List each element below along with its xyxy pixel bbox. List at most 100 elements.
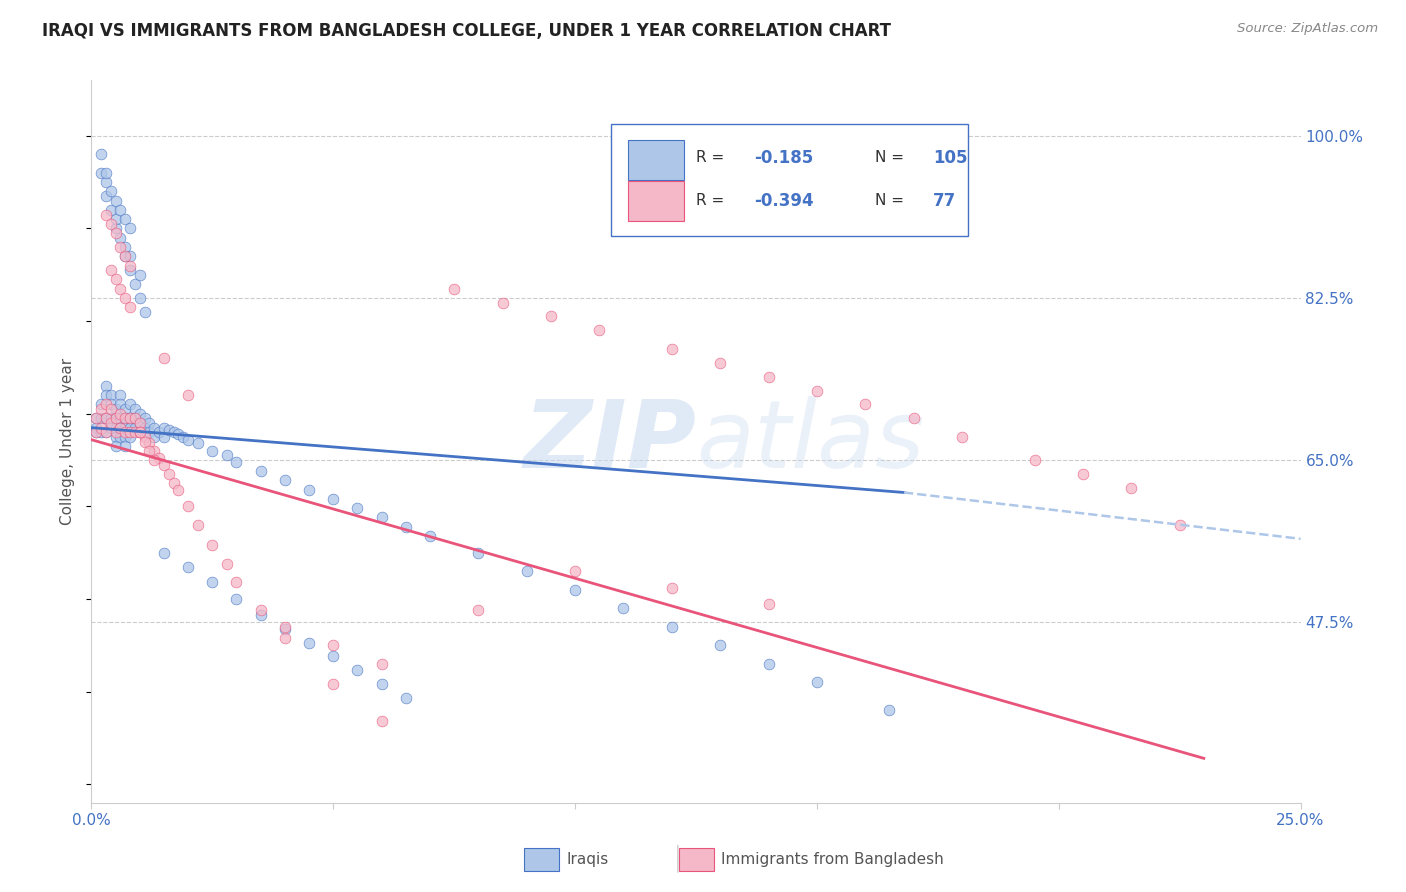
Point [274,631,297,645]
Point [298,635,321,649]
Point [124,411,146,425]
Text: Source: ZipAtlas.com: Source: ZipAtlas.com [1237,22,1378,36]
Point [114,212,136,227]
Point [148,451,170,466]
Point [104,212,127,227]
Point [201,443,224,458]
Point [612,601,634,615]
Point [346,501,368,516]
Point [177,433,200,447]
Point [225,592,247,607]
Point [370,714,392,729]
Point [249,464,271,478]
Text: N =: N = [875,194,904,209]
Point [758,657,780,671]
Point [225,575,247,590]
Point [167,427,190,442]
Point [114,430,136,444]
Point [564,564,586,578]
Point [128,425,150,440]
Text: R =: R = [696,150,724,165]
Point [322,649,344,664]
Point [370,510,392,524]
Point [94,175,117,189]
Point [588,323,610,337]
Point [153,546,176,560]
Point [564,582,586,597]
Text: 105: 105 [934,149,967,167]
Point [225,455,247,469]
Point [395,520,418,534]
Point [274,474,297,488]
Point [104,420,127,434]
Text: -0.185: -0.185 [754,149,813,167]
Point [274,622,297,636]
Point [110,420,132,434]
Point [100,420,122,434]
Point [90,420,112,434]
Point [758,597,780,611]
Point [104,272,127,286]
Text: N =: N = [875,150,904,165]
Point [84,425,107,440]
Point [274,620,297,634]
Point [249,607,271,622]
Point [124,425,146,440]
Point [157,467,180,481]
Point [138,425,160,440]
Point [201,538,224,552]
Point [100,185,122,199]
Point [143,443,166,458]
Point [100,402,122,417]
Text: atlas: atlas [696,396,924,487]
Point [84,411,107,425]
Point [806,675,828,690]
Point [249,603,271,617]
Point [879,703,901,717]
Point [124,411,146,425]
Point [94,166,117,180]
Point [114,420,136,434]
Point [134,434,156,449]
Point [370,677,392,691]
Point [104,226,127,240]
Point [661,342,683,356]
FancyBboxPatch shape [612,124,967,235]
Point [94,208,117,222]
Point [167,483,190,497]
Point [84,425,107,440]
Point [94,388,117,402]
Point [104,411,127,425]
Point [110,411,132,425]
Point [94,411,117,425]
Text: Iraqis: Iraqis [567,853,609,867]
FancyBboxPatch shape [524,848,560,871]
Point [114,439,136,453]
Point [120,430,142,444]
Point [124,420,146,434]
Point [110,388,132,402]
Point [110,202,132,217]
Point [94,411,117,425]
Point [94,397,117,411]
Point [104,194,127,208]
Point [114,249,136,263]
FancyBboxPatch shape [679,848,714,871]
Point [709,356,731,370]
Point [177,559,200,574]
Point [143,420,166,434]
Point [148,425,170,440]
Point [128,291,150,305]
Point [491,295,513,310]
Point [162,425,184,440]
Point [120,411,142,425]
Point [110,240,132,254]
Point [100,217,122,231]
Point [90,411,112,425]
Point [201,575,224,590]
Point [84,411,107,425]
Point [124,402,146,417]
Point [177,388,200,402]
Y-axis label: College, Under 1 year: College, Under 1 year [60,358,76,525]
FancyBboxPatch shape [628,139,683,180]
